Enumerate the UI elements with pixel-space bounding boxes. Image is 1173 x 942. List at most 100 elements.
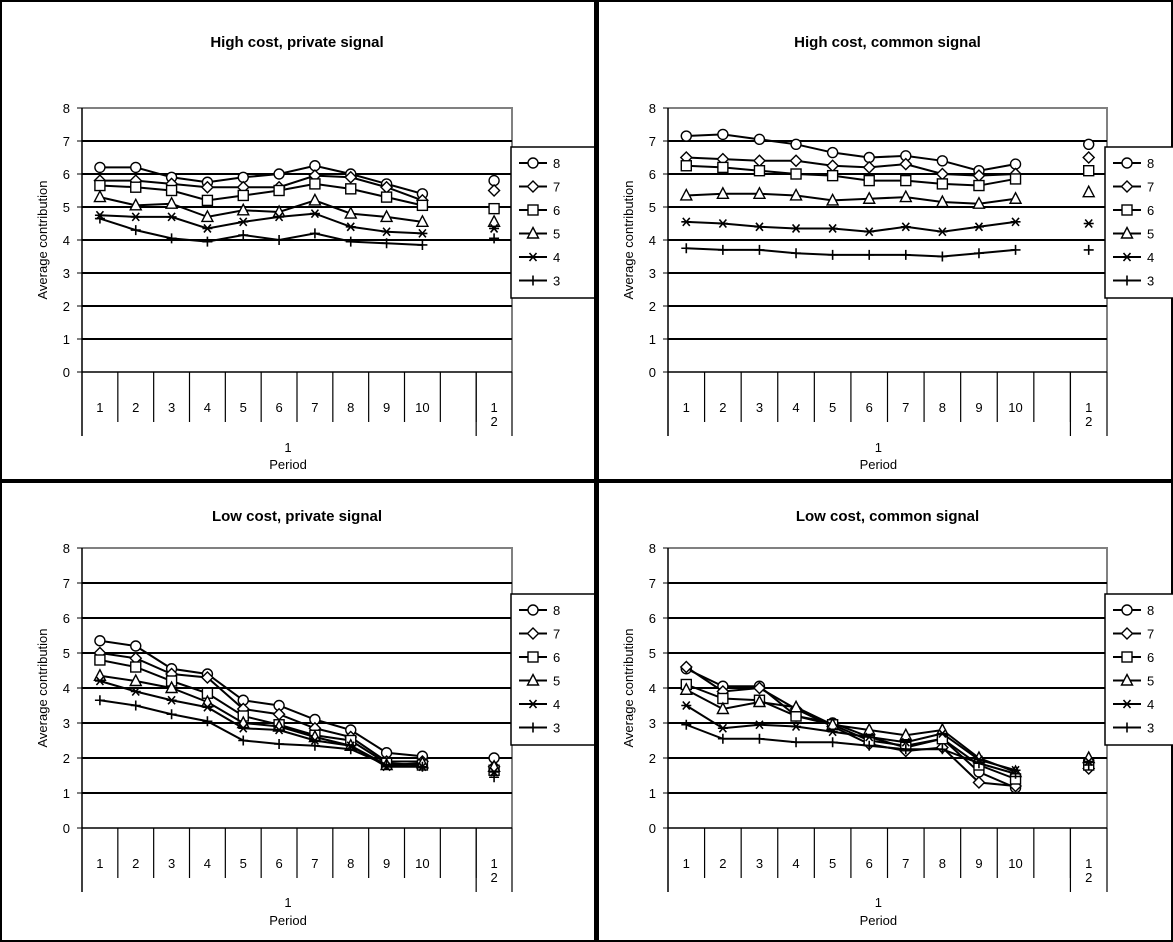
data-point-plus — [1083, 760, 1094, 770]
data-point-square — [309, 178, 321, 190]
data-point-triangle — [93, 668, 107, 681]
legend: 8 7 6 5 4 3 — [1104, 593, 1173, 746]
data-point-triangle — [862, 722, 876, 736]
legend: 8 7 6 5 4 3 — [510, 146, 596, 299]
data-point-plus — [973, 758, 984, 769]
data-point-triangle — [415, 214, 430, 228]
series-line — [99, 164, 423, 195]
series-8 — [94, 160, 500, 200]
x-tick-label: 6 — [275, 400, 282, 415]
x-tick-label: 3 — [168, 856, 175, 871]
x-tick-label: 1 — [96, 400, 103, 415]
series-6 — [94, 178, 500, 215]
data-point-asterisk — [238, 723, 249, 733]
legend-marker-asterisk — [528, 252, 538, 262]
data-point-square — [973, 179, 985, 192]
y-tick-label: 2 — [649, 751, 656, 766]
data-point-triangle — [344, 206, 358, 219]
legend-label: 8 — [553, 156, 560, 171]
data-point-diamond — [935, 167, 949, 181]
y-tick-label: 7 — [63, 134, 70, 149]
data-point-plus — [417, 239, 428, 250]
data-point-square — [130, 181, 142, 193]
x-axis-label: Period — [860, 457, 898, 472]
data-point-asterisk — [717, 218, 728, 229]
y-tick-label: 4 — [63, 233, 70, 248]
data-point-triangle — [752, 186, 767, 200]
data-point-square — [826, 169, 839, 182]
x-group-label: 2 — [490, 870, 497, 885]
data-point-plus — [417, 761, 428, 772]
legend-marker-square — [1121, 204, 1133, 216]
data-point-asterisk — [1083, 218, 1094, 229]
data-point-asterisk — [130, 686, 141, 697]
data-point-plus — [238, 735, 249, 746]
data-point-triangle — [236, 202, 250, 216]
data-point-circle — [790, 138, 802, 151]
x-tick-label: 4 — [792, 856, 799, 871]
data-point-plus — [827, 737, 838, 748]
x-tick-label: 1 — [1085, 856, 1092, 871]
y-tick-label: 1 — [649, 786, 656, 801]
series-3 — [681, 243, 1094, 262]
data-point-asterisk — [717, 723, 728, 733]
x-group-label: 2 — [490, 414, 497, 429]
y-tick-label: 2 — [63, 751, 70, 766]
series-5 — [679, 184, 1096, 209]
data-point-diamond — [789, 154, 803, 168]
legend-label: 4 — [553, 697, 560, 712]
x-tick-label: 3 — [756, 400, 763, 415]
legend-marker-circle — [527, 604, 539, 616]
data-point-square — [380, 191, 393, 203]
data-point-plus — [1010, 768, 1021, 779]
x-tick-label: 6 — [866, 400, 873, 415]
data-point-plus — [489, 233, 500, 244]
legend-label: 5 — [1147, 674, 1154, 689]
x-tick-label: 1 — [490, 856, 497, 871]
data-point-plus — [381, 238, 392, 249]
y-tick-label: 5 — [63, 646, 70, 661]
data-point-diamond — [344, 170, 358, 184]
x-tick-label: 4 — [204, 400, 211, 415]
x-tick-label: 4 — [204, 856, 211, 871]
legend-label: 8 — [1147, 603, 1154, 618]
data-point-triangle — [935, 194, 950, 208]
y-tick-label: 7 — [649, 134, 656, 149]
x-tick-label: 10 — [1008, 856, 1022, 871]
x-tick-label: 8 — [939, 856, 946, 871]
y-tick-label: 2 — [63, 299, 70, 314]
legend-marker-triangle — [526, 225, 540, 239]
legend-label: 4 — [1147, 697, 1154, 712]
data-point-asterisk — [274, 725, 285, 735]
y-tick-label: 0 — [649, 365, 656, 380]
series-line — [99, 174, 423, 202]
legend-marker-plus — [1122, 275, 1132, 286]
y-tick-label: 1 — [63, 786, 70, 801]
data-point-triangle — [716, 701, 730, 715]
series-line — [99, 659, 423, 766]
legend-marker-triangle — [1120, 672, 1134, 686]
data-point-square — [165, 184, 178, 197]
legend-box — [510, 593, 596, 746]
y-axis-label: Average contribution — [621, 180, 636, 299]
x-group-label: 2 — [1085, 870, 1092, 885]
data-point-square — [488, 202, 500, 215]
data-point-plus — [1010, 244, 1021, 255]
y-tick-label: 6 — [63, 611, 70, 626]
data-point-triangle — [862, 191, 876, 204]
series-line — [99, 196, 423, 223]
data-point-square — [237, 189, 249, 202]
data-point-plus — [166, 709, 177, 720]
data-point-plus — [130, 700, 141, 711]
data-point-diamond — [899, 157, 913, 171]
y-tick-label: 6 — [649, 611, 656, 626]
data-point-triangle — [679, 187, 693, 201]
legend-marker-square — [527, 651, 539, 663]
y-tick-label: 3 — [63, 266, 70, 281]
x-tick-label: 10 — [415, 856, 429, 871]
y-tick-label: 6 — [649, 167, 656, 182]
data-point-plus — [381, 760, 392, 770]
series-3 — [681, 719, 1094, 779]
y-tick-label: 7 — [63, 576, 70, 591]
data-point-asterisk — [202, 223, 213, 233]
